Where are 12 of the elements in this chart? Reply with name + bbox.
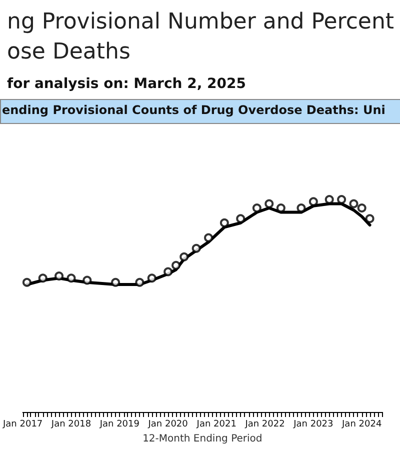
chart-title: ng Provisional Number and Percent ose Deaths [7, 10, 394, 64]
x-tick-label: Jan 2019 [98, 420, 140, 430]
x-tick-label: Jan 2017 [2, 420, 43, 430]
x-tick-label: Jan 2018 [50, 420, 92, 430]
x-tick-label: Jan 2022 [244, 420, 285, 430]
x-axis-title: 12-Month Ending Period [142, 434, 262, 444]
x-tick-label: Jan 2023 [292, 420, 334, 430]
chart-subtitle: for analysis on: March 2, 2025 [7, 76, 246, 92]
x-tick-label: Jan 2020 [147, 420, 188, 430]
x-tick-label: Jan 2024 [341, 420, 382, 430]
x-tick-label: Jan 2021 [196, 420, 236, 430]
text: ending Provisional Counts of Drug Overdose Deaths: Uni [2, 103, 386, 117]
